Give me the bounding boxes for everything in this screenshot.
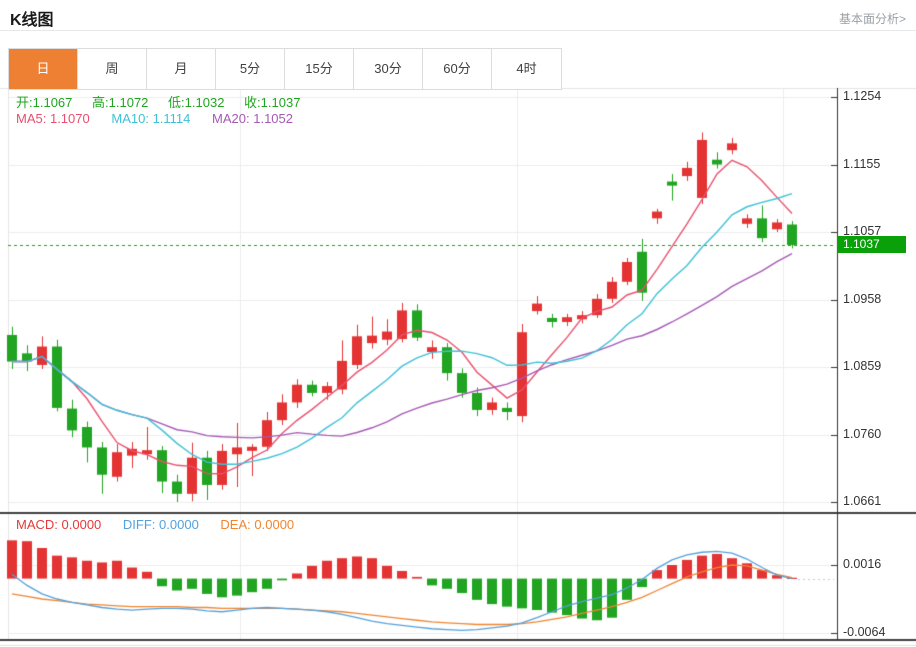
tab-30min[interactable]: 30分	[354, 49, 423, 89]
ma-legend: MA5: 1.1070 MA10: 1.1114 MA20: 1.1052	[16, 111, 311, 126]
tab-5min[interactable]: 5分	[216, 49, 285, 89]
tab-month[interactable]: 月	[147, 49, 216, 89]
high-value: 高:1.1072	[92, 95, 149, 110]
ma5-value: MA5: 1.1070	[16, 111, 90, 126]
tab-4hour[interactable]: 4时	[492, 49, 561, 89]
current-price-tag: 1.1037	[838, 236, 906, 254]
tab-60min[interactable]: 60分	[423, 49, 492, 89]
low-value: 低:1.1032	[168, 95, 225, 110]
macd-legend: MACD: 0.0000 DIFF: 0.0000 DEA: 0.0000	[16, 517, 312, 532]
price-axis-tick: 1.0661	[843, 494, 882, 508]
macd-axis-tick: -0.0064	[843, 625, 886, 639]
price-axis-tick: 1.1057	[843, 224, 882, 238]
price-axis-tick: 1.1254	[843, 89, 882, 103]
price-axis-tick: 1.0760	[843, 426, 882, 441]
close-value: 收:1.1037	[244, 95, 301, 110]
ohlc-legend: 开:1.1067 高:1.1072 低:1.1032 收:1.1037	[16, 92, 316, 111]
tab-week[interactable]: 周	[78, 49, 147, 89]
price-axis-tick: 1.1155	[843, 156, 881, 171]
macd-value: MACD: 0.0000	[16, 517, 102, 532]
ma10-value: MA10: 1.1114	[111, 111, 191, 126]
diff-value: DIFF: 0.0000	[122, 517, 199, 532]
dea-value: DEA: 0.0000	[220, 517, 295, 532]
ma20-value: MA20: 1.1052	[212, 111, 293, 126]
price-axis-tick: 1.0958	[843, 291, 882, 306]
open-value: 开:1.1067	[16, 95, 73, 110]
tab-day[interactable]: 日	[9, 49, 78, 89]
interval-tabbar: 日周月 5分 15分 30分 60分 4时	[8, 48, 562, 90]
tab-15min[interactable]: 15分	[285, 49, 354, 89]
macd-axis-tick: 0.0016	[843, 557, 882, 571]
price-axis-tick: 1.0859	[843, 359, 882, 373]
